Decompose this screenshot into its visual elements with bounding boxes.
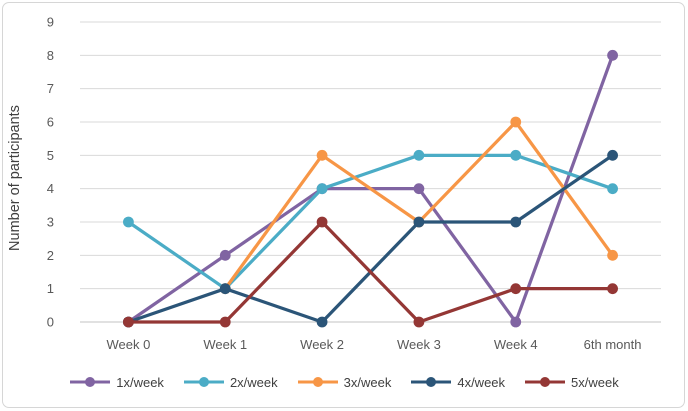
y-axis-title: Number of participants (7, 105, 23, 251)
y-tick-label: 4 (47, 181, 54, 196)
data-point-marker-5x/week (607, 283, 618, 295)
x-tick-label: Week 2 (300, 337, 344, 352)
legend-swatch-icon (297, 377, 338, 387)
data-point-marker-4x/week (316, 316, 328, 328)
data-point-marker-4x/week (510, 216, 522, 228)
data-point-marker-1x/week (413, 183, 425, 195)
data-point-marker-4x/week (219, 283, 231, 295)
data-point-marker-1x/week (219, 249, 231, 261)
x-tick-label: Week 3 (397, 337, 441, 352)
data-point-marker-5x/week (219, 316, 231, 328)
line-chart: 0 1 2 3 4 5 6 7 8 9 Week 0 Week 1 Week 2 Week 3 Week 4… (7, 15, 661, 353)
data-point-marker-5x/week (510, 283, 522, 295)
data-point-marker-3x/week (510, 116, 522, 128)
legend-label: 3x/week (343, 374, 392, 390)
legend-swatch-icon (70, 377, 111, 387)
legend-label: 2x/week (229, 374, 278, 390)
y-tick-label: 6 (47, 115, 54, 130)
y-tick-label: 2 (47, 248, 54, 263)
legend-swatch-icon (183, 377, 224, 387)
legend-item-3x/week: 3x/week (297, 374, 392, 390)
data-point-marker-1x/week (510, 316, 522, 328)
legend-item-4x/week: 4x/week (410, 375, 505, 390)
y-tick-label: 5 (47, 148, 54, 163)
axis-labels-group: 0 1 2 3 4 5 6 7 8 9 Week 0 Week 1 Week 2 Week 3 Week 4… (47, 15, 642, 353)
legend-swatch-marker (198, 377, 209, 387)
data-point-marker-2x/week (123, 216, 134, 228)
data-point-marker-4x/week (413, 216, 425, 228)
y-tick-label: 3 (47, 215, 54, 230)
legend-label: 4x/week (457, 374, 506, 390)
legend-swatch-icon (411, 377, 452, 387)
x-tick-label: 6th month (584, 337, 642, 352)
x-tick-label: Week 1 (203, 337, 247, 352)
y-tick-label: 0 (47, 315, 54, 330)
data-point-marker-5x/week (413, 316, 425, 328)
data-point-marker-3x/week (607, 249, 618, 261)
series-line-4x/week (126, 153, 615, 324)
data-point-marker-4x/week (607, 149, 618, 161)
legend-item-2x/week: 2x/week (183, 375, 278, 390)
y-tick-label: 8 (47, 48, 54, 63)
legend-swatch-marker (85, 377, 96, 387)
data-point-marker-2x/week (413, 149, 425, 161)
x-tick-label: Week 0 (106, 337, 150, 352)
legend-swatch-marker (540, 377, 551, 387)
y-tick-label: 1 (47, 281, 54, 296)
data-point-marker-2x/week (510, 149, 522, 161)
data-point-marker-1x/week (607, 49, 618, 61)
legend-swatch-marker (426, 377, 437, 387)
data-point-marker-5x/week (316, 216, 328, 228)
x-tick-label: Week 4 (494, 337, 538, 352)
y-tick-label: 9 (47, 15, 54, 30)
legend-item-1x/week: 1x/week (69, 375, 164, 390)
legend-item-5x/week: 5x/week (524, 375, 619, 390)
series-line-5x/week (126, 220, 615, 324)
series-line-2x/week (126, 153, 615, 291)
chart-legend: 1x/week 2x/week 3x/week 4x/week 5x/week (0, 369, 688, 395)
data-point-marker-3x/week (316, 149, 328, 161)
data-point-marker-5x/week (123, 316, 134, 328)
data-point-marker-2x/week (316, 183, 328, 195)
legend-swatch-marker (312, 377, 323, 387)
legend-label: 1x/week (116, 374, 164, 390)
y-tick-label: 7 (47, 81, 54, 96)
series-group (123, 49, 618, 328)
data-point-marker-2x/week (607, 183, 618, 195)
legend-swatch-icon (525, 377, 566, 387)
legend-label: 5x/week (571, 374, 619, 390)
